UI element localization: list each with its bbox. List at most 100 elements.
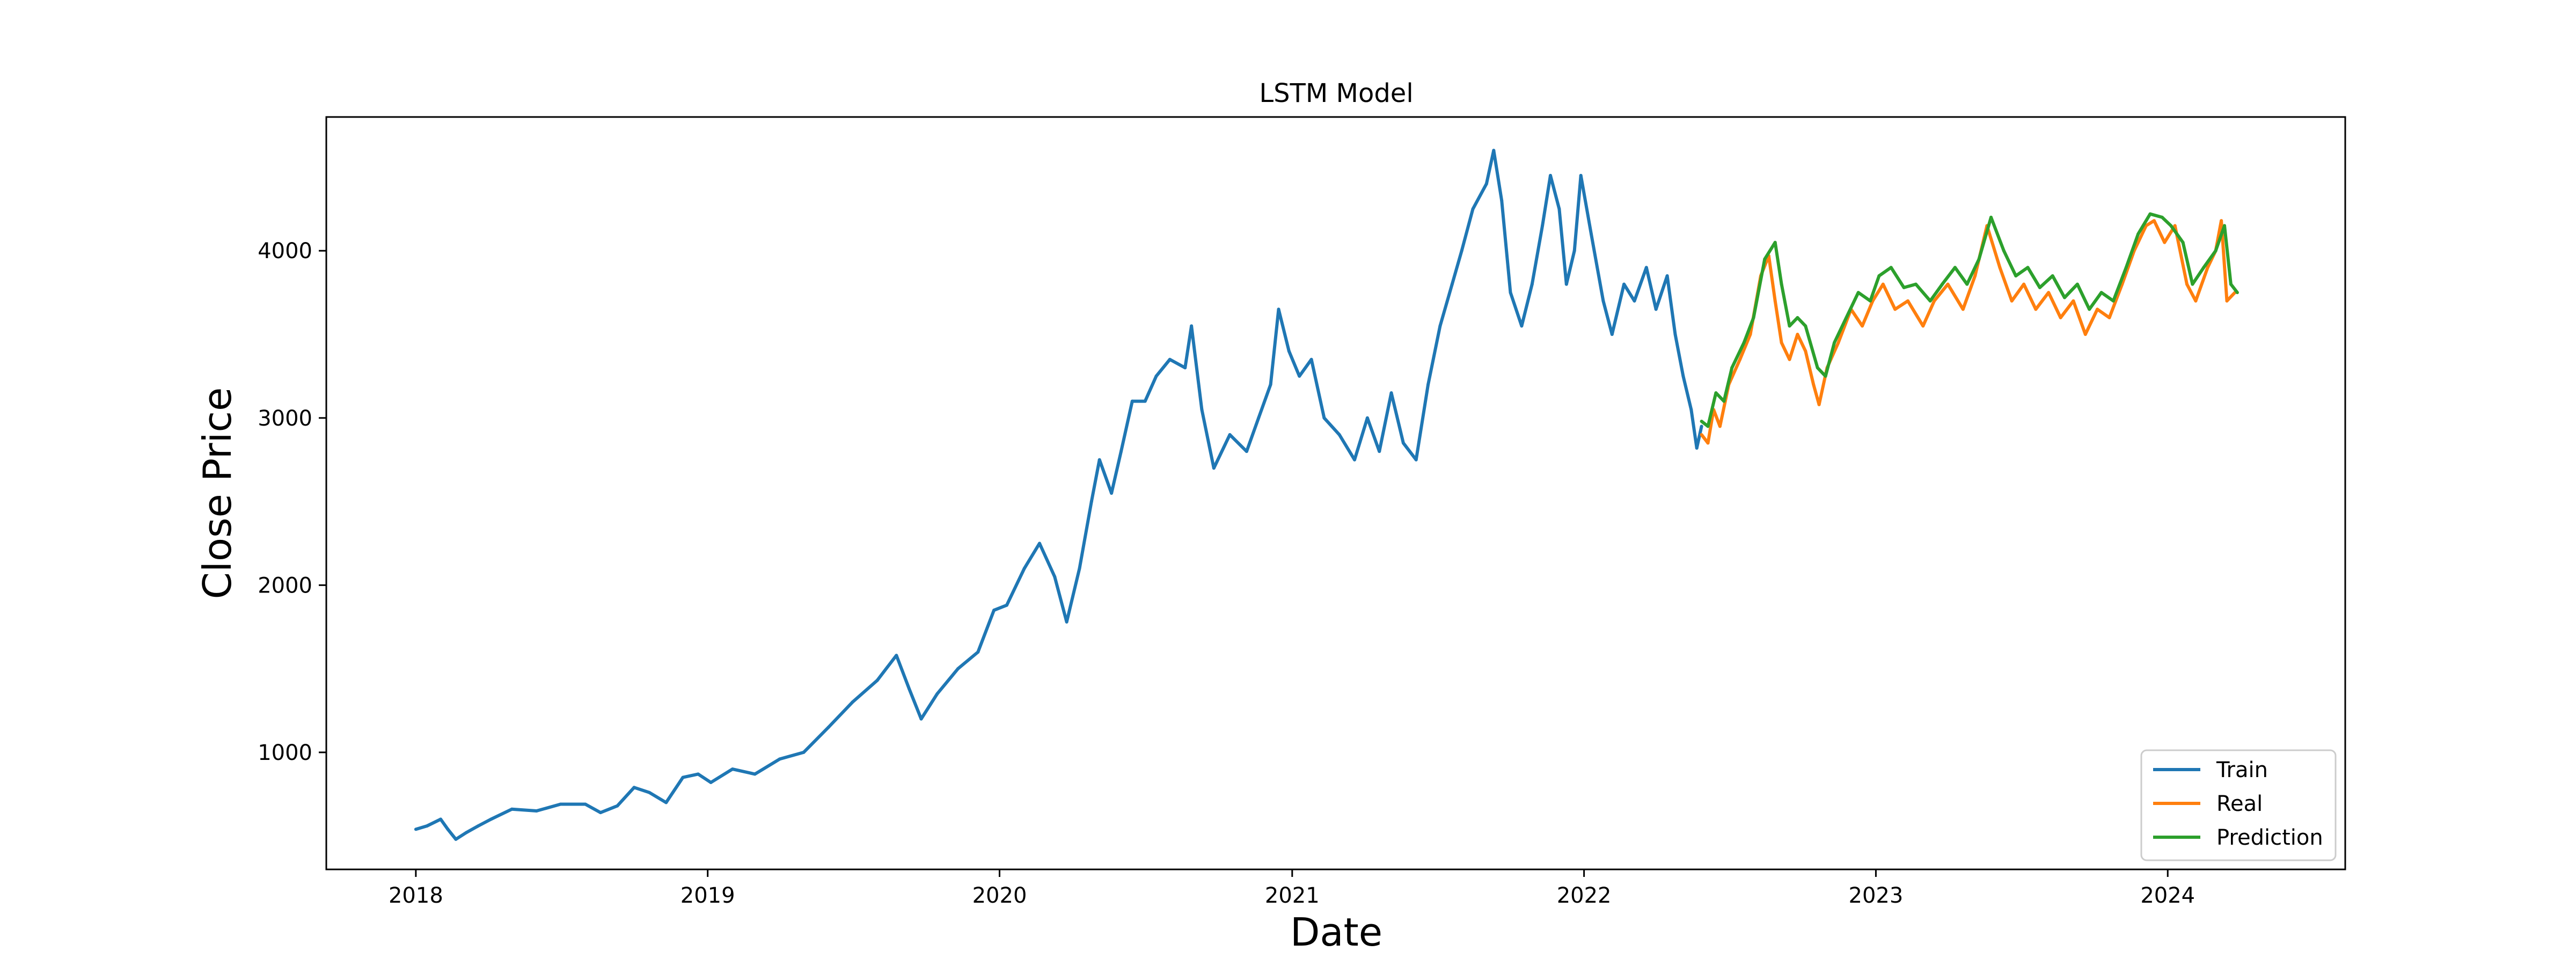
y-tick-label: 2000 <box>258 573 312 598</box>
data-point-real <box>1796 333 1799 336</box>
data-point-prediction <box>1965 282 1969 286</box>
data-point-real <box>1788 357 1791 361</box>
data-point-train <box>1557 207 1561 211</box>
data-point-train <box>1438 324 1442 328</box>
data-point-prediction <box>1877 274 1881 277</box>
data-point-train <box>1005 603 1008 607</box>
data-point-prediction <box>1722 399 1726 403</box>
data-point-real <box>1961 308 1965 311</box>
data-point-train <box>559 802 562 806</box>
data-point-train <box>1110 492 1114 495</box>
data-point-prediction <box>1941 282 1944 286</box>
data-point-real <box>1773 299 1777 303</box>
data-point-prediction <box>1869 299 1872 303</box>
x-axis-label: Date <box>1290 910 1382 955</box>
data-point-prediction <box>2160 215 2164 219</box>
data-point-train <box>425 824 429 828</box>
data-point-real <box>2194 299 2198 303</box>
data-point-train <box>1654 308 1658 311</box>
data-point-prediction <box>2075 282 2079 286</box>
data-point-prediction <box>2169 224 2173 228</box>
data-point-train <box>454 837 458 841</box>
data-point-train <box>1426 383 1430 386</box>
data-point-prediction <box>2181 240 2185 244</box>
x-tick-label: 2024 <box>2140 883 2195 908</box>
data-point-train <box>1053 575 1057 579</box>
data-point-prediction <box>1763 257 1767 261</box>
x-tick-label: 2019 <box>680 883 735 908</box>
data-point-train <box>464 831 468 835</box>
data-point-real <box>1804 349 1807 353</box>
series-layer <box>414 149 2239 841</box>
data-point-real <box>2047 291 2051 295</box>
data-point-prediction <box>1914 282 1918 286</box>
data-point-real <box>2083 333 2087 336</box>
data-point-train <box>1130 399 1134 403</box>
data-point-train <box>753 772 757 776</box>
data-point-prediction <box>2099 291 2103 295</box>
data-point-train <box>1257 416 1261 420</box>
data-point-prediction <box>2223 224 2226 228</box>
legend-box <box>2140 749 2337 861</box>
legend-label-real: Real <box>2216 792 2263 816</box>
data-point-prediction <box>2124 266 2128 269</box>
data-point-train <box>647 791 651 794</box>
data-point-train <box>1673 333 1677 336</box>
data-point-real <box>1921 324 1925 328</box>
y-tick-label: 4000 <box>258 239 312 264</box>
series-prediction <box>1700 212 2239 428</box>
data-point-train <box>1579 174 1583 177</box>
data-point-real <box>1718 425 1722 428</box>
data-point-prediction <box>2051 274 2054 277</box>
data-point-prediction <box>1977 257 1981 261</box>
data-point-train <box>477 824 480 828</box>
data-point-train <box>1689 408 1693 412</box>
data-point-prediction <box>2191 282 2194 286</box>
data-point-prediction <box>1989 215 1993 219</box>
legend: Train Real Prediction <box>2140 749 2337 861</box>
x-tick-label: 2023 <box>1849 883 1904 908</box>
data-point-train <box>908 687 911 691</box>
data-point-real <box>1893 308 1897 311</box>
data-point-real <box>2010 299 2014 303</box>
plot-area-frame <box>325 116 2346 870</box>
data-point-real <box>2225 299 2229 303</box>
data-point-prediction <box>1796 316 1799 319</box>
data-point-train <box>599 811 602 815</box>
data-point-train <box>1549 174 1552 177</box>
data-point-prediction <box>1824 374 1827 378</box>
data-point-real <box>1906 299 1909 303</box>
data-point-train <box>1665 274 1669 277</box>
legend-label-train: Train <box>2216 758 2268 782</box>
data-point-real <box>2185 282 2189 286</box>
data-point-train <box>1590 232 1593 236</box>
series-train <box>414 149 1703 841</box>
legend-label-prediction: Prediction <box>2216 825 2323 850</box>
data-point-train <box>1269 383 1272 386</box>
data-point-prediction <box>1773 240 1777 244</box>
x-tick-label: 2020 <box>972 883 1027 908</box>
data-point-train <box>1681 374 1685 378</box>
chart-title: LSTM Model <box>1259 78 1413 108</box>
data-point-prediction <box>2202 266 2206 269</box>
data-point-real <box>1738 357 1742 361</box>
data-point-train <box>1353 458 1356 462</box>
data-point-train <box>414 828 418 831</box>
x-tick-label: 2022 <box>1557 883 1612 908</box>
data-point-prediction <box>1902 286 1906 289</box>
data-point-real <box>2152 219 2156 223</box>
data-point-train <box>1460 249 1463 253</box>
x-axis-ticks: 2018 2019 2020 2021 2022 2023 2024 <box>389 869 2195 908</box>
data-point-train <box>1089 500 1093 503</box>
data-point-train <box>1097 458 1101 462</box>
data-point-train <box>1038 541 1041 545</box>
y-axis-ticks: 1000 2000 3000 4000 <box>258 239 326 765</box>
data-point-prediction <box>1804 324 1807 328</box>
data-point-prediction <box>1780 282 1783 286</box>
data-point-prediction <box>1706 425 1710 428</box>
data-point-prediction <box>1714 391 1718 395</box>
data-point-prediction <box>2002 249 2006 253</box>
y-axis-label: Close Price <box>195 387 240 599</box>
data-point-train <box>616 804 619 808</box>
data-point-prediction <box>2111 299 2115 303</box>
